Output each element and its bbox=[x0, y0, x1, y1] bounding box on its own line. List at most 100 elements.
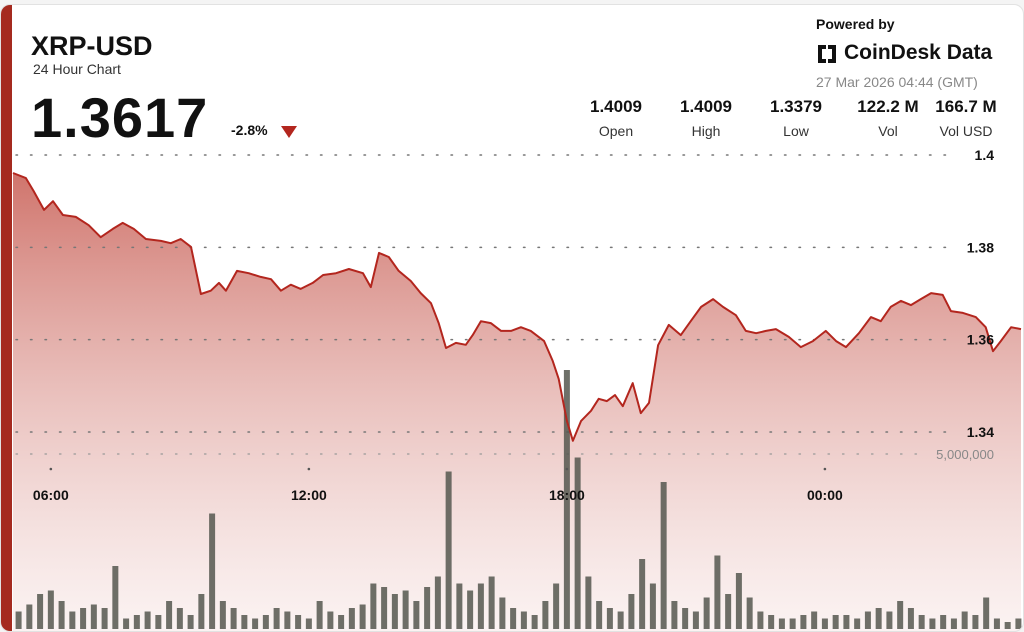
price-line bbox=[12, 172, 1022, 442]
volume-bar bbox=[886, 611, 893, 629]
volume-bar bbox=[445, 471, 452, 629]
chart-card: 1.34 1.36 1.38 1.4 5,000,000 06:00 12:00 18:00 0… bbox=[0, 4, 1024, 632]
x-tick-label: 06:00 bbox=[33, 487, 69, 503]
volume-bar bbox=[90, 604, 97, 629]
volume-bar bbox=[499, 597, 506, 629]
volume-bar bbox=[316, 601, 323, 629]
brand: CoinDesk Data bbox=[844, 41, 993, 64]
volume-bar bbox=[542, 601, 549, 629]
volume-bar bbox=[553, 583, 560, 629]
y-tick-label: 1.4 bbox=[975, 147, 995, 163]
x-tick-mark bbox=[823, 467, 827, 471]
volume-bar bbox=[649, 583, 656, 629]
volume-bar bbox=[993, 618, 1000, 629]
down-arrow bbox=[281, 126, 297, 138]
x-tick-label: 00:00 bbox=[807, 487, 843, 503]
volume-bar bbox=[155, 615, 162, 629]
volume-bar bbox=[789, 618, 796, 629]
volume-bar bbox=[37, 594, 44, 629]
line-layer bbox=[12, 172, 1022, 442]
volume-bar bbox=[843, 615, 850, 629]
volume-bar bbox=[391, 594, 398, 629]
volume-bar bbox=[359, 604, 366, 629]
volume-bar bbox=[606, 608, 613, 629]
x-tick-label: 12:00 bbox=[291, 487, 327, 503]
volume-bar bbox=[940, 615, 947, 629]
y-tick-label: 1.38 bbox=[967, 239, 994, 255]
volume-bar bbox=[811, 611, 818, 629]
volume-bar bbox=[467, 590, 474, 629]
volume-bar bbox=[574, 457, 581, 629]
volume-bar bbox=[187, 615, 194, 629]
volume-bar bbox=[746, 597, 753, 629]
stat-value: 1.3379 bbox=[770, 97, 822, 116]
label-layer: 1.34 1.36 1.38 1.4 5,000,000 06:00 12:00 18:00 0… bbox=[33, 147, 994, 503]
volume-bar bbox=[413, 601, 420, 629]
stat: 1.4009 Open bbox=[571, 97, 661, 139]
volume-bar bbox=[284, 611, 291, 629]
volume-bar bbox=[47, 590, 54, 629]
volume-bar bbox=[402, 590, 409, 629]
volume-bar bbox=[918, 615, 925, 629]
volume-bar bbox=[273, 608, 280, 629]
price: 1.3617 bbox=[31, 86, 209, 149]
volume-bar bbox=[563, 370, 570, 629]
volume-bar bbox=[262, 615, 269, 629]
volume-bar bbox=[1015, 618, 1022, 629]
volume-bar bbox=[295, 615, 302, 629]
volume-bar bbox=[80, 608, 87, 629]
volume-bar bbox=[735, 573, 742, 629]
stat-label: Vol USD bbox=[939, 123, 993, 139]
volume-bar bbox=[198, 594, 205, 629]
volume-bar bbox=[660, 482, 667, 629]
x-tick-mark bbox=[307, 467, 311, 471]
volume-bar bbox=[101, 608, 108, 629]
volume-bar bbox=[424, 587, 431, 629]
stat-label: High bbox=[691, 123, 721, 139]
volume-bar bbox=[520, 611, 527, 629]
volume-bar bbox=[230, 608, 237, 629]
volume-bar bbox=[133, 615, 140, 629]
volume-bar bbox=[477, 583, 484, 629]
volume-bar bbox=[370, 583, 377, 629]
volume-bar bbox=[123, 618, 130, 629]
volume-bar bbox=[112, 566, 119, 629]
area-layer bbox=[13, 173, 1021, 631]
y-tick-label: 1.36 bbox=[967, 332, 994, 348]
logo bbox=[818, 45, 836, 63]
volume-bar bbox=[617, 611, 624, 629]
volume-bar bbox=[241, 615, 248, 629]
volume-bar bbox=[950, 618, 957, 629]
volume-bar bbox=[875, 608, 882, 629]
volume-bar bbox=[144, 611, 151, 629]
volume-bar bbox=[456, 583, 463, 629]
stat-value: 122.2 M bbox=[857, 97, 919, 116]
stat-value: 1.4009 bbox=[590, 97, 642, 116]
volume-bar bbox=[209, 513, 216, 629]
powered-by: Powered by bbox=[816, 16, 895, 32]
volume-layer bbox=[15, 370, 1022, 629]
accent-bar bbox=[1, 5, 12, 631]
stat: 1.4009 High bbox=[661, 97, 751, 139]
volume-bar bbox=[692, 611, 699, 629]
volume-bar bbox=[768, 615, 775, 629]
volume-bar bbox=[897, 601, 904, 629]
y-tick-label: 1.34 bbox=[967, 424, 994, 440]
volume-bar bbox=[800, 615, 807, 629]
volume-bar bbox=[305, 618, 312, 629]
volume-bar bbox=[864, 611, 871, 629]
price-area bbox=[13, 173, 1021, 631]
volume-bar bbox=[1004, 622, 1011, 629]
volume-bar bbox=[348, 608, 355, 629]
subtitle: 24 Hour Chart bbox=[33, 61, 121, 77]
volume-bar bbox=[166, 601, 173, 629]
volume-bar bbox=[832, 615, 839, 629]
grid-layer bbox=[15, 154, 952, 455]
volume-bar bbox=[639, 559, 646, 629]
volume-bar bbox=[757, 611, 764, 629]
volume-bar bbox=[854, 618, 861, 629]
volume-bar bbox=[983, 597, 990, 629]
change: -2.8% bbox=[231, 122, 268, 138]
volume-bar bbox=[219, 601, 226, 629]
